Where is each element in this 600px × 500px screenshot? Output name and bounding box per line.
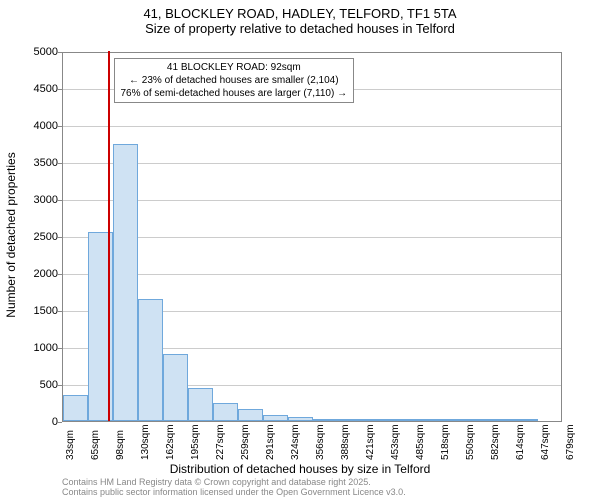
histogram-bar xyxy=(438,419,463,421)
y-tick-mark xyxy=(57,52,62,53)
annotation-line3: 76% of semi-detached houses are larger (… xyxy=(121,87,348,100)
footer-line2: Contains public sector information licen… xyxy=(62,488,406,498)
title-line2: Size of property relative to detached ho… xyxy=(0,21,600,36)
footer-attribution: Contains HM Land Registry data © Crown c… xyxy=(62,478,406,498)
histogram-bar xyxy=(388,419,413,421)
y-tick-label: 4000 xyxy=(18,120,58,132)
y-tick-mark xyxy=(57,422,62,423)
histogram-bar xyxy=(138,299,163,421)
y-tick-mark xyxy=(57,385,62,386)
x-tick-label: 647sqm xyxy=(540,424,551,460)
x-tick-label: 259sqm xyxy=(240,424,251,460)
x-tick-label: 195sqm xyxy=(190,424,201,460)
x-tick-label: 130sqm xyxy=(140,424,151,460)
gridline xyxy=(63,126,561,127)
histogram-bar xyxy=(513,419,538,421)
y-tick-label: 5000 xyxy=(18,46,58,58)
x-tick-label: 453sqm xyxy=(390,424,401,460)
y-tick-label: 2000 xyxy=(18,268,58,280)
y-tick-label: 4500 xyxy=(18,83,58,95)
histogram-bar xyxy=(363,419,388,421)
histogram-bar xyxy=(413,419,438,421)
histogram-bar xyxy=(263,415,288,421)
histogram-bar xyxy=(238,409,263,421)
x-tick-label: 98sqm xyxy=(115,430,126,460)
x-tick-label: 485sqm xyxy=(415,424,426,460)
y-tick-mark xyxy=(57,348,62,349)
histogram-bar xyxy=(188,388,213,421)
x-tick-label: 421sqm xyxy=(365,424,376,460)
histogram-bar xyxy=(213,403,238,422)
histogram-bar xyxy=(338,419,363,421)
y-axis-label: Number of detached properties xyxy=(4,152,18,317)
y-tick-mark xyxy=(57,311,62,312)
x-tick-label: 550sqm xyxy=(465,424,476,460)
x-tick-label: 582sqm xyxy=(490,424,501,460)
histogram-bar xyxy=(63,395,88,421)
histogram-bar xyxy=(463,419,488,421)
y-tick-mark xyxy=(57,200,62,201)
y-tick-label: 2500 xyxy=(18,231,58,243)
y-tick-label: 500 xyxy=(18,379,58,391)
chart-title-block: 41, BLOCKLEY ROAD, HADLEY, TELFORD, TF1 … xyxy=(0,0,600,36)
x-tick-label: 356sqm xyxy=(315,424,326,460)
y-tick-label: 3000 xyxy=(18,194,58,206)
x-tick-label: 227sqm xyxy=(215,424,226,460)
annotation-line1: 41 BLOCKLEY ROAD: 92sqm xyxy=(121,61,348,74)
annotation-line2: ← 23% of detached houses are smaller (2,… xyxy=(121,74,348,87)
property-annotation-box: 41 BLOCKLEY ROAD: 92sqm← 23% of detached… xyxy=(114,58,355,103)
histogram-bar xyxy=(313,419,338,421)
histogram-bar xyxy=(288,417,313,421)
x-tick-label: 33sqm xyxy=(65,430,76,460)
x-tick-label: 162sqm xyxy=(165,424,176,460)
y-tick-mark xyxy=(57,274,62,275)
x-axis-label: Distribution of detached houses by size … xyxy=(0,462,600,476)
x-tick-label: 324sqm xyxy=(290,424,301,460)
histogram-bar xyxy=(113,144,138,422)
y-tick-mark xyxy=(57,163,62,164)
x-tick-label: 388sqm xyxy=(340,424,351,460)
y-tick-mark xyxy=(57,237,62,238)
x-tick-label: 679sqm xyxy=(565,424,576,460)
histogram-chart xyxy=(62,52,562,422)
property-marker-line xyxy=(108,51,110,421)
y-tick-label: 1000 xyxy=(18,342,58,354)
title-line1: 41, BLOCKLEY ROAD, HADLEY, TELFORD, TF1 … xyxy=(0,6,600,21)
y-tick-mark xyxy=(57,126,62,127)
y-tick-label: 1500 xyxy=(18,305,58,317)
histogram-bar xyxy=(488,419,513,421)
x-tick-label: 518sqm xyxy=(440,424,451,460)
y-tick-mark xyxy=(57,89,62,90)
x-tick-label: 65sqm xyxy=(90,430,101,460)
histogram-bar xyxy=(163,354,188,421)
x-tick-label: 614sqm xyxy=(515,424,526,460)
x-tick-label: 291sqm xyxy=(265,424,276,460)
y-tick-label: 0 xyxy=(18,416,58,428)
y-tick-label: 3500 xyxy=(18,157,58,169)
